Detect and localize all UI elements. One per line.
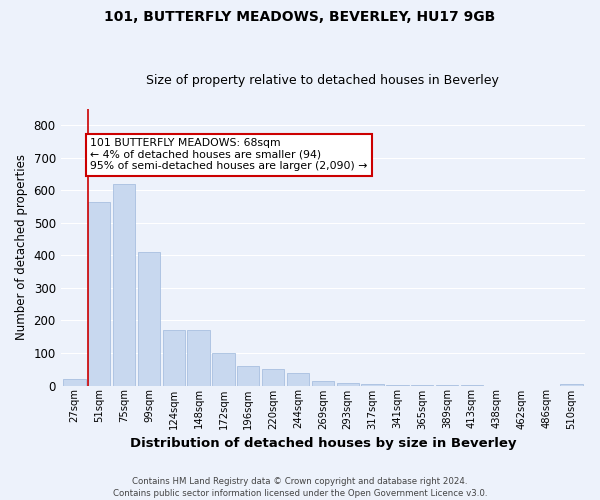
Text: 101, BUTTERFLY MEADOWS, BEVERLEY, HU17 9GB: 101, BUTTERFLY MEADOWS, BEVERLEY, HU17 9… (104, 10, 496, 24)
X-axis label: Distribution of detached houses by size in Beverley: Distribution of detached houses by size … (130, 437, 516, 450)
Bar (311, 380, 334, 386)
Bar (287, 372, 309, 386)
Bar (361, 384, 384, 386)
Bar (63, 379, 86, 386)
Bar (88, 202, 110, 386)
Bar (411, 385, 433, 386)
Bar (138, 252, 160, 386)
Bar (113, 184, 135, 386)
Bar (212, 353, 235, 386)
Bar (386, 384, 409, 386)
Bar (436, 385, 458, 386)
Y-axis label: Number of detached properties: Number of detached properties (15, 154, 28, 340)
Bar (337, 383, 359, 386)
Bar (237, 366, 259, 386)
Text: Contains HM Land Registry data © Crown copyright and database right 2024.
Contai: Contains HM Land Registry data © Crown c… (113, 476, 487, 498)
Title: Size of property relative to detached houses in Beverley: Size of property relative to detached ho… (146, 74, 499, 87)
Bar (560, 384, 583, 386)
Bar (187, 330, 210, 386)
Text: 101 BUTTERFLY MEADOWS: 68sqm
← 4% of detached houses are smaller (94)
95% of sem: 101 BUTTERFLY MEADOWS: 68sqm ← 4% of det… (90, 138, 367, 172)
Bar (163, 330, 185, 386)
Bar (262, 369, 284, 386)
